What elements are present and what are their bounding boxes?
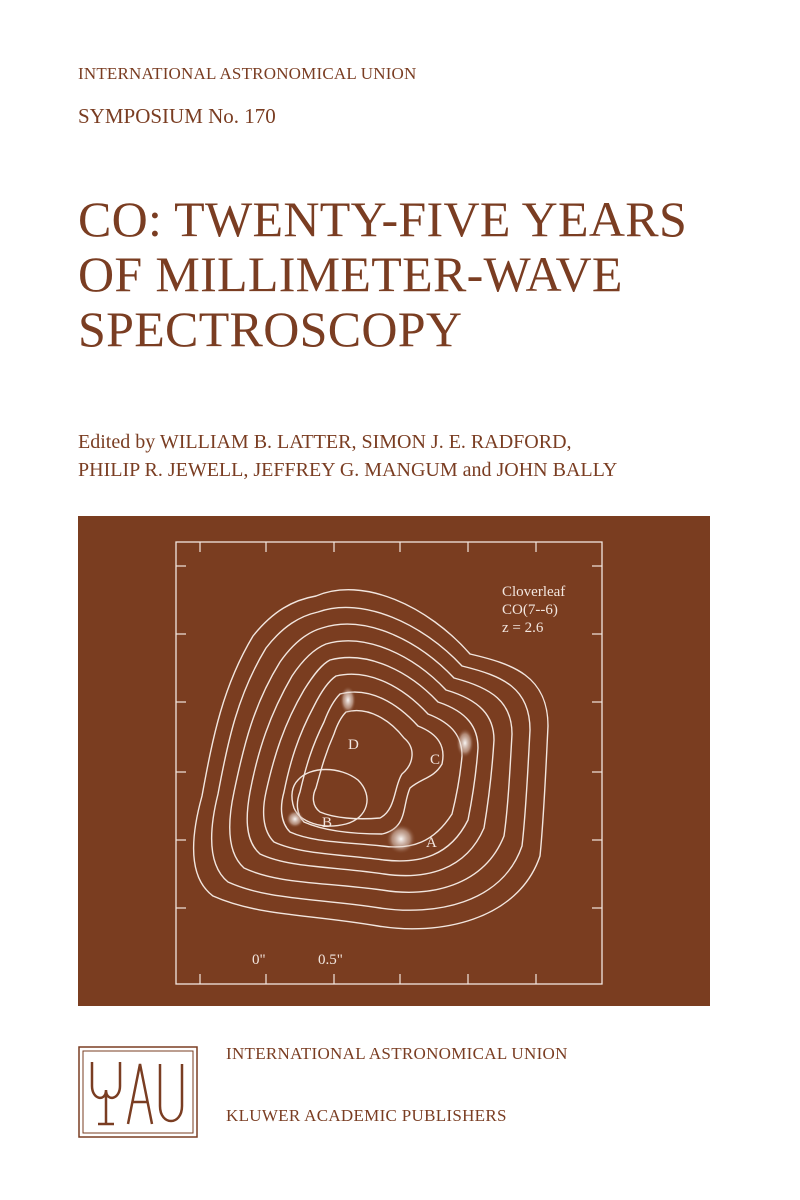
spot-d	[340, 686, 356, 714]
title-line-3: SPECTROSCOPY	[78, 301, 463, 357]
editors-line-1: Edited by WILLIAM B. LATTER, SIMON J. E.…	[78, 431, 572, 453]
label-c: C	[430, 752, 440, 768]
series-organization: INTERNATIONAL ASTRONOMICAL UNION	[78, 64, 417, 83]
caption-name: Cloverleaf	[502, 584, 565, 600]
publisher-organization: INTERNATIONAL ASTRONOMICAL UNION	[226, 1044, 568, 1063]
spot-a	[386, 824, 416, 854]
lensed-image-spots	[286, 686, 474, 854]
label-b: B	[322, 815, 332, 831]
caption-redshift: z = 2.6	[502, 620, 544, 636]
cover-figure-panel: A B C D Cloverleaf CO(7--6) z = 2.6 0" 0…	[78, 516, 710, 1006]
scale-label-half: 0.5"	[318, 952, 343, 968]
book-title: CO: TWENTY-FIVE YEARS OF MILLIMETER-WAVE…	[78, 192, 758, 357]
iau-logo	[78, 1046, 198, 1138]
label-d: D	[348, 737, 359, 753]
editors: Edited by WILLIAM B. LATTER, SIMON J. E.…	[78, 428, 768, 484]
contour-lines	[192, 589, 549, 930]
frame-ticks	[176, 542, 602, 984]
title-line-2: OF MILLIMETER-WAVE	[78, 246, 623, 302]
plot-frame	[175, 541, 603, 985]
spot-c	[456, 728, 474, 758]
publisher-name: KLUWER ACADEMIC PUBLISHERS	[226, 1106, 507, 1125]
label-a: A	[426, 835, 437, 851]
symposium-number: SYMPOSIUM No. 170	[78, 104, 276, 128]
caption-line: CO(7--6)	[502, 602, 558, 618]
scale-label-zero: 0"	[252, 952, 266, 968]
contour-map: A B C D Cloverleaf CO(7--6) z = 2.6 0" 0…	[175, 541, 603, 985]
iau-logo-mark	[78, 1046, 198, 1138]
editors-line-2: PHILIP R. JEWELL, JEFFREY G. MANGUM and …	[78, 459, 618, 481]
spot-b	[286, 810, 304, 828]
title-line-1: CO: TWENTY-FIVE YEARS	[78, 191, 688, 247]
